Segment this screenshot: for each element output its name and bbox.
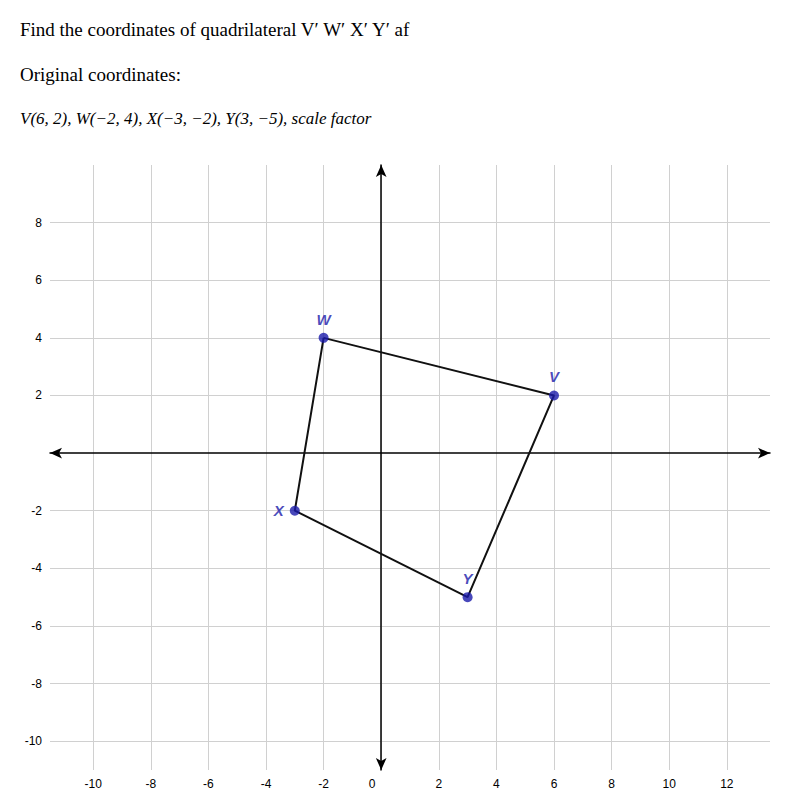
svg-text:6: 6 — [551, 777, 558, 791]
svg-text:Original coordinates:: Original coordinates: — [20, 64, 181, 85]
svg-text:2: 2 — [35, 388, 42, 402]
svg-text:8: 8 — [35, 216, 42, 230]
svg-text:0: 0 — [369, 777, 376, 791]
svg-text:-10: -10 — [85, 777, 103, 791]
svg-text:12: 12 — [720, 777, 734, 791]
svg-text:-10: -10 — [25, 734, 43, 748]
svg-text:Find the coordinates of quadri: Find the coordinates of quadrilateral V′… — [20, 19, 410, 40]
svg-text:-4: -4 — [261, 777, 272, 791]
svg-text:4: 4 — [35, 331, 42, 345]
svg-text:-2: -2 — [31, 504, 42, 518]
svg-text:V: V — [549, 368, 561, 385]
svg-text:6: 6 — [35, 273, 42, 287]
svg-text:W: W — [317, 311, 333, 328]
svg-text:-6: -6 — [31, 619, 42, 633]
svg-text:-2: -2 — [318, 777, 329, 791]
svg-text:2: 2 — [435, 777, 442, 791]
svg-text:-8: -8 — [145, 777, 156, 791]
svg-text:V(6, 2), W(−2, 4), X(−3, −2),: V(6, 2), W(−2, 4), X(−3, −2), Y(3, −5), … — [20, 109, 372, 128]
svg-text:10: 10 — [663, 777, 677, 791]
svg-text:-6: -6 — [203, 777, 214, 791]
svg-text:X: X — [273, 502, 285, 519]
svg-text:Y: Y — [463, 570, 475, 587]
svg-text:-4: -4 — [31, 561, 42, 575]
svg-text:8: 8 — [608, 777, 615, 791]
svg-text:-8: -8 — [31, 677, 42, 691]
svg-text:4: 4 — [493, 777, 500, 791]
